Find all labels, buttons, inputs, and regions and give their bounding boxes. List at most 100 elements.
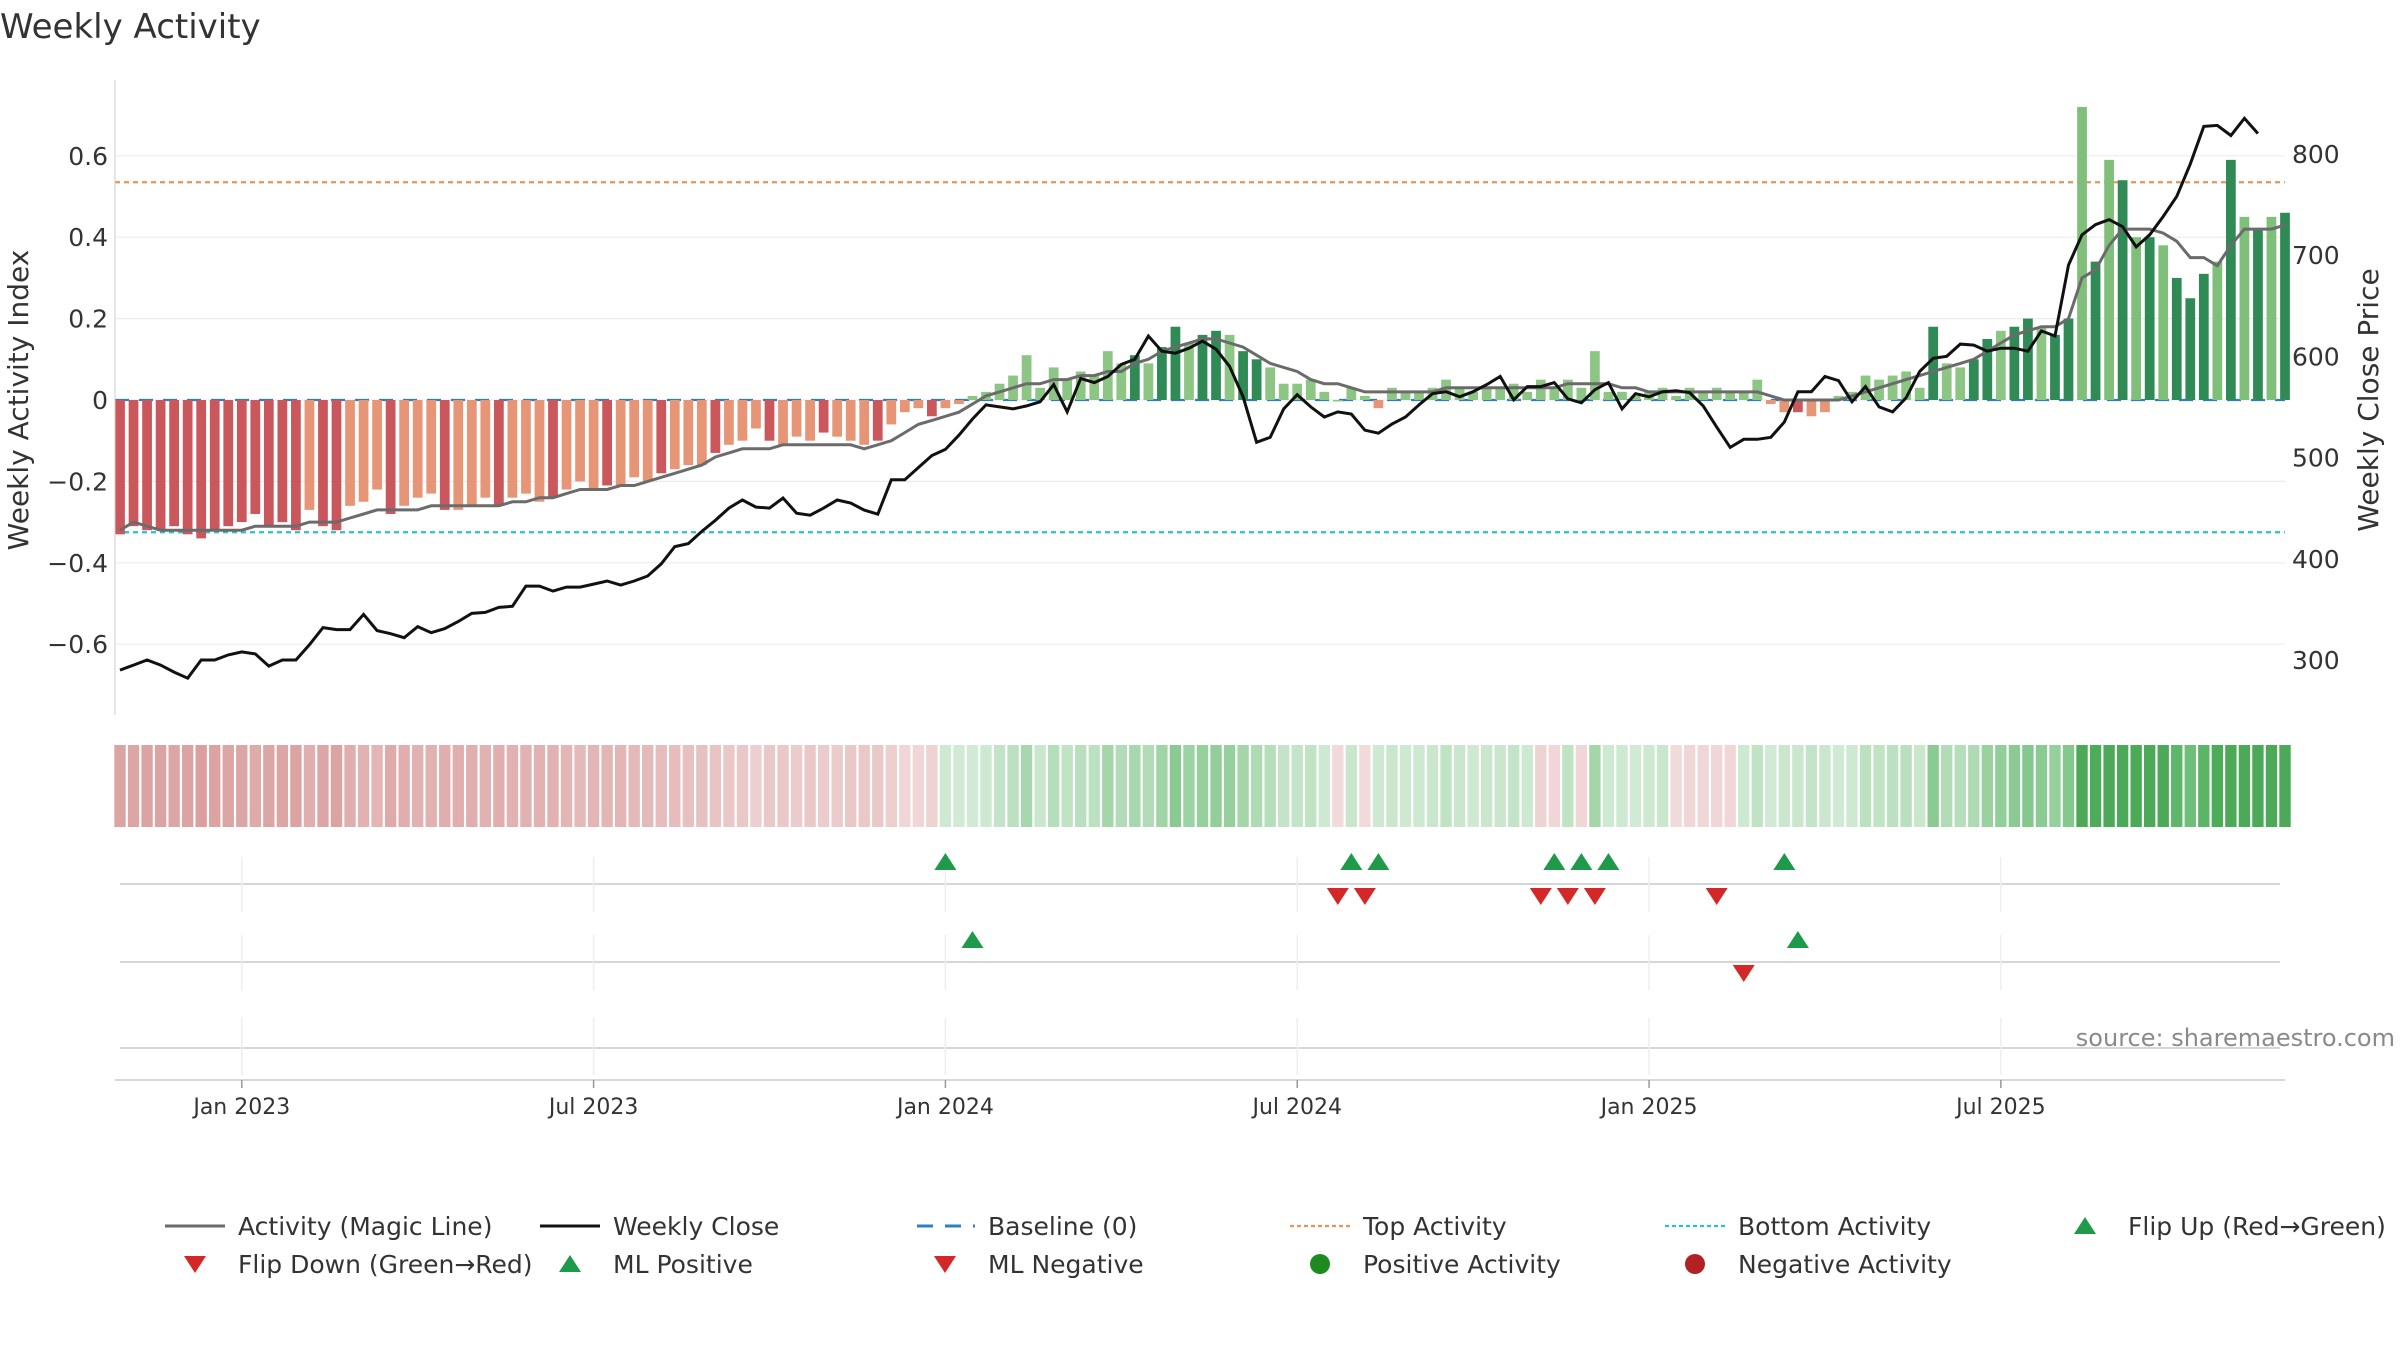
flip-down-marker [1529, 888, 1552, 905]
activity-bar [818, 400, 829, 433]
activity-bar [764, 400, 775, 441]
activity-bar [2090, 261, 2101, 400]
activity-bar [2171, 277, 2182, 400]
legend-label: Activity (Magic Line) [238, 1212, 492, 1241]
strip-cell [1913, 745, 1926, 827]
strip-cell [1386, 745, 1398, 827]
strip-cell [763, 745, 776, 827]
strip-cell [1981, 745, 1993, 827]
flip-down-marker [1556, 888, 1579, 905]
strip-cell [804, 745, 816, 827]
signal-rows [120, 853, 2280, 1075]
activity-bar [453, 400, 464, 510]
strip-cell [750, 745, 762, 827]
strip-cell [1724, 745, 1736, 827]
strip-cell [1859, 745, 1872, 827]
strip-cell [953, 745, 965, 827]
strip-cell [1886, 745, 1899, 827]
strip-cell [303, 745, 316, 827]
activity-bars [115, 106, 2290, 539]
activity-bar [1143, 363, 1154, 400]
strip-cell [425, 745, 437, 827]
strip-cell [1792, 745, 1804, 827]
strip-cell [885, 745, 897, 827]
legend-label: Top Activity [1362, 1212, 1507, 1241]
activity-bar [1387, 387, 1397, 400]
strip-cell [1656, 745, 1669, 827]
strip-cell [2198, 745, 2210, 827]
strip-cell [980, 745, 992, 827]
flip-down-marker [1705, 888, 1728, 905]
activity-bar [480, 400, 491, 498]
left-tick-label: 0.2 [68, 305, 108, 334]
strip-cell [2238, 745, 2251, 827]
activity-bar [2239, 216, 2250, 400]
strip-cell [1061, 745, 1073, 827]
activity-bar [2144, 237, 2155, 400]
strip-cell [777, 745, 789, 827]
strip-cell [966, 745, 979, 827]
strip-cell [1305, 745, 1317, 827]
legend-swatch [934, 1256, 956, 1273]
activity-bar [345, 400, 355, 506]
flip-up-marker [1773, 853, 1796, 870]
activity-bar [1292, 383, 1303, 400]
activity-bar [1346, 387, 1357, 400]
activity-bar [2280, 212, 2290, 400]
strip-cell [899, 745, 911, 827]
strip-cell [1210, 745, 1222, 827]
strip-cell [1589, 745, 1601, 827]
activity-bar [1332, 400, 1343, 402]
strip-cell [831, 745, 843, 827]
activity-bar [1968, 359, 1979, 400]
activity-bar [2077, 106, 2087, 401]
activity-bar [845, 400, 856, 441]
right-tick-label: 800 [2292, 140, 2340, 169]
strip-cell [817, 745, 830, 827]
strip-cell [2089, 745, 2102, 827]
legend: Activity (Magic Line) Weekly Close Baselin… [165, 1212, 2386, 1279]
ml-positive-marker [1786, 931, 1809, 948]
activity-bar [737, 400, 748, 441]
strip-cell [2252, 745, 2264, 827]
strip-cell [2279, 745, 2291, 827]
strip-cell [2076, 745, 2088, 827]
strip-cell [2035, 745, 2048, 827]
strip-cell [1399, 745, 1412, 827]
strip-cell [1832, 745, 1845, 827]
strip-cell [1480, 745, 1493, 827]
strip-cell [384, 745, 397, 827]
weekly-close-line [119, 115, 2260, 681]
strip-cell [412, 745, 424, 827]
x-tick-label: Jul 2024 [1250, 1095, 1342, 1120]
strip-cell [993, 745, 1006, 827]
strip-cell [154, 745, 167, 827]
activity-bar [155, 400, 166, 531]
activity-bar [886, 400, 897, 425]
activity-bar [439, 400, 450, 510]
activity-bar [223, 400, 234, 527]
activity-bar [2009, 326, 2020, 400]
activity-bar [602, 400, 612, 486]
left-tick-label: 0.4 [68, 223, 108, 252]
activity-bar [1075, 371, 1086, 400]
activity-bar [954, 400, 964, 405]
activity-bar [277, 400, 288, 523]
activity-bar [1617, 391, 1627, 400]
activity-bar [385, 400, 396, 514]
strip-cell [1765, 745, 1777, 827]
strip-cell [222, 745, 234, 827]
strip-cell [1521, 745, 1533, 827]
legend-label: Positive Activity [1363, 1250, 1561, 1279]
activity-bar [372, 400, 382, 490]
strip-cell [1941, 745, 1953, 827]
strip-cell [709, 745, 722, 827]
activity-bar [656, 400, 667, 474]
strip-cell [614, 745, 627, 827]
strip-cell [276, 745, 289, 827]
strip-cell [1751, 745, 1763, 827]
activity-bar [304, 400, 315, 510]
x-axis-ticks: Jan 2023 Jul 2023 Jan 2024 Jul 2024 Jan 2025… [115, 1079, 2285, 1120]
strip-cell [1616, 745, 1628, 827]
